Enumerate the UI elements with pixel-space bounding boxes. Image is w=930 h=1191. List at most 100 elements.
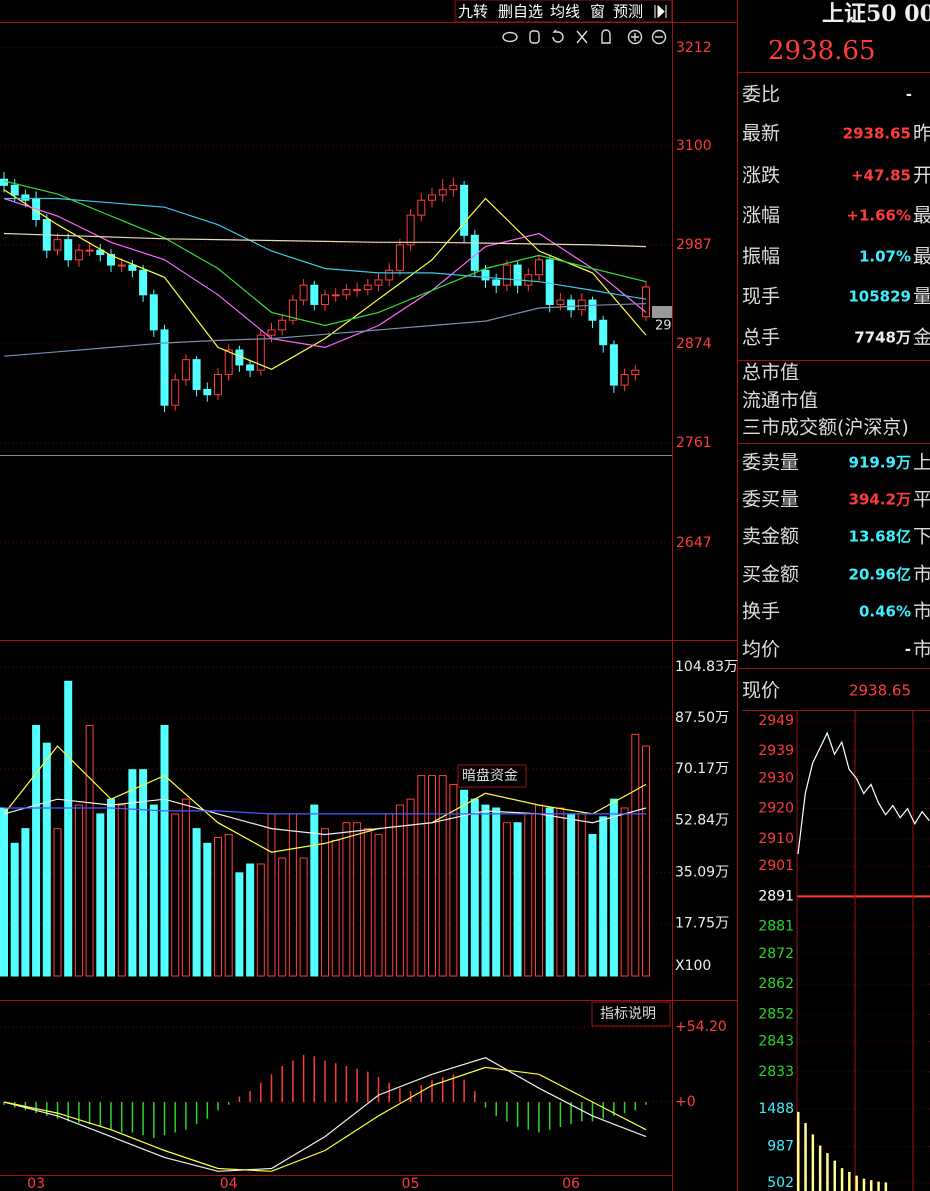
candle-body (428, 194, 436, 201)
candle-body (342, 289, 351, 296)
quote-label: 最新 (742, 123, 780, 145)
mini-price-line (797, 731, 930, 855)
volume-ma-line (3, 745, 647, 853)
volume-bar (256, 863, 265, 977)
quote-title: 上证50 00 (822, 1, 930, 27)
volume-bar (438, 775, 447, 977)
volume-bar (353, 822, 362, 977)
mini-volume-bar (840, 1168, 844, 1191)
volume-bar (567, 813, 576, 977)
volume-bar (481, 804, 490, 977)
quote-side: 金 (913, 327, 930, 349)
toolbar-button[interactable]: 窗 (590, 3, 605, 21)
chart-tools (502, 29, 667, 45)
candle-body (246, 364, 255, 371)
volume-bar (524, 813, 533, 977)
y-tick-label: 2987 (676, 237, 712, 253)
candle-body (535, 259, 543, 276)
mini-volume-bar (862, 1178, 866, 1191)
quote-label: 均价 (742, 639, 780, 661)
volume-bar (599, 816, 608, 977)
quote-panel: 上证50 00 2938.65 委比 -最新 2938.65 昨涨跌 +47.85 开涨幅… (742, 1, 930, 702)
candle-body (460, 184, 469, 236)
mini-volume-bar (848, 1171, 851, 1191)
quote-label: 买金额 (742, 564, 799, 586)
mini-price-label: 2852 (758, 1006, 794, 1022)
quote-side: 上 (913, 452, 930, 474)
cap-label: 三市成交额(沪深京) (742, 417, 909, 439)
candle-body (117, 264, 126, 267)
volume-bar (374, 834, 383, 977)
candle-body (492, 279, 501, 286)
collapse-icon[interactable] (654, 4, 667, 19)
now-value: 2938.65 (849, 682, 911, 700)
volume-bar (235, 872, 244, 977)
volume-bar (149, 804, 158, 977)
volume-bar (288, 813, 297, 977)
zoom-in-icon[interactable] (627, 29, 643, 45)
quote-side: 最 (913, 205, 930, 227)
candle-body (417, 199, 426, 216)
quote-value: 105829 (848, 288, 911, 306)
quote-label: 现手 (742, 286, 780, 308)
volume-bar (428, 775, 436, 977)
y-tick-label: 104.83万 (675, 659, 738, 675)
y-tick-label: 17.75万 (675, 916, 729, 932)
candle-body (363, 284, 372, 291)
candle-body (278, 319, 287, 331)
candle-body (353, 289, 362, 292)
mini-price-label: 2881 (758, 919, 794, 935)
candle-body (85, 249, 94, 252)
volume-bar (631, 733, 640, 977)
volume-bar (492, 807, 501, 977)
candle-body (160, 329, 169, 406)
candle-body (449, 184, 458, 191)
mini-volume-label: 1488 (758, 1101, 794, 1117)
y-tick-label: 70.17万 (675, 761, 729, 777)
volume-bar (107, 798, 115, 977)
candle-body (631, 369, 640, 376)
lock-icon[interactable] (601, 29, 611, 44)
view-icon[interactable] (502, 31, 518, 43)
x-tick-label: 04 (220, 1176, 238, 1191)
toolbar-button[interactable]: 删自选 (498, 3, 543, 21)
toolbar-box (454, 0, 673, 23)
volume-tag[interactable]: 暗盘资金 (462, 767, 518, 784)
toolbar-button[interactable]: 预测 (613, 3, 643, 21)
mini-price-label: 2872 (758, 946, 794, 962)
volume-bar (53, 828, 62, 977)
indicator-button[interactable]: 指标说明 (600, 1006, 656, 1022)
volume-bar (470, 798, 479, 977)
quote-value: 394.2万 (849, 491, 911, 509)
candle-body (192, 359, 201, 390)
y-tick-label: 87.50万 (675, 710, 729, 726)
ma-line (3, 180, 647, 327)
volume-bar (181, 798, 190, 977)
zoom-out-icon[interactable] (651, 29, 667, 45)
ma-line (3, 189, 647, 370)
volume-bar (21, 828, 30, 977)
volume-bar (10, 842, 19, 977)
candle-body (599, 319, 608, 346)
candle-body (128, 264, 137, 271)
volume-bar (460, 789, 469, 977)
quote-side: 开 (913, 165, 930, 187)
mini-price-label: 2920 (758, 801, 794, 817)
volume-bar (406, 798, 415, 977)
hand-icon[interactable] (529, 30, 540, 44)
toolbar-button[interactable]: 均线 (550, 3, 580, 21)
quote-value: +47.85 (851, 167, 911, 185)
quote-label: 涨幅 (742, 205, 780, 227)
candle-body (214, 374, 222, 396)
quote-value: 13.68亿 (849, 528, 911, 546)
candle-body (524, 274, 533, 286)
volume-bar (160, 724, 169, 977)
undo-icon[interactable] (552, 29, 564, 43)
cut-icon[interactable] (576, 30, 588, 44)
candle-body (0, 178, 8, 186)
toolbar-button[interactable]: 九转 (458, 3, 488, 21)
volume-bar (363, 828, 372, 977)
x-tick-label: 06 (562, 1176, 580, 1191)
candle-body (642, 286, 650, 318)
candle-body (609, 344, 618, 386)
